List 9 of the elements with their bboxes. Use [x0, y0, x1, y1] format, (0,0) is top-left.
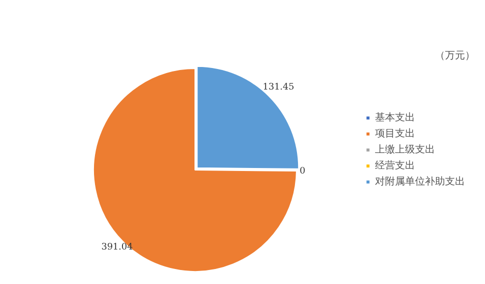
data-label: 391.04	[101, 242, 134, 252]
legend-label: 经营支出	[375, 160, 415, 172]
text: 0	[300, 166, 306, 176]
legend-label: 基本支出	[375, 112, 415, 124]
legend-label: 上缴上级支出	[375, 144, 435, 156]
chart-title: （万元）	[435, 50, 475, 62]
data-label: 131.45	[262, 82, 295, 93]
legend-label: 对附属单位补助支出	[375, 176, 465, 188]
legend-label: 项目支出	[375, 128, 415, 140]
